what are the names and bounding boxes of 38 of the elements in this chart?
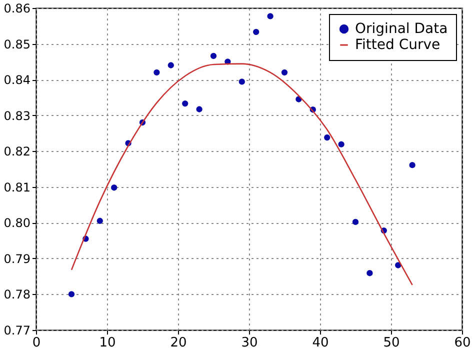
y-tick-label: 0.86: [4, 2, 30, 16]
x-tick-label: 30: [241, 336, 258, 350]
y-tick-label: 0.82: [4, 144, 30, 159]
point: [253, 28, 260, 36]
x-tick-label: 50: [383, 336, 400, 350]
x-tick-label: 10: [99, 336, 116, 350]
point: [352, 218, 359, 226]
point: [395, 262, 402, 268]
legend-label: Original Data: [355, 21, 448, 37]
y-tick-label: 0.85: [4, 37, 30, 52]
legend-label: Fitted Curve: [355, 37, 440, 53]
point: [267, 13, 274, 20]
y-tick-label: 0.83: [4, 108, 30, 123]
point: [338, 141, 344, 148]
y-tick-label: 0.84: [4, 73, 30, 88]
x-tick-label: 20: [170, 336, 187, 350]
point: [210, 52, 217, 60]
point: [196, 106, 202, 112]
y-tick-label: 0.77: [4, 324, 30, 338]
point: [68, 291, 75, 298]
point: [238, 78, 245, 85]
y-tick-label: 0.78: [4, 288, 30, 302]
point: [111, 184, 118, 191]
y-tick-label: 0.79: [4, 252, 30, 266]
y-tick-label: 0.81: [4, 180, 30, 194]
x-tick-label: 0: [32, 336, 41, 350]
point: [182, 100, 188, 107]
line-series: [70, 63, 413, 286]
point: [366, 270, 373, 276]
x-tick-label: 60: [454, 336, 471, 350]
point: [96, 218, 103, 224]
point: [154, 69, 160, 76]
point: [324, 134, 330, 141]
point: [281, 69, 288, 76]
x-tick-label: 40: [312, 336, 329, 350]
y-tick-label: 0.80: [4, 216, 30, 230]
point: [409, 162, 416, 168]
point: [168, 62, 174, 68]
